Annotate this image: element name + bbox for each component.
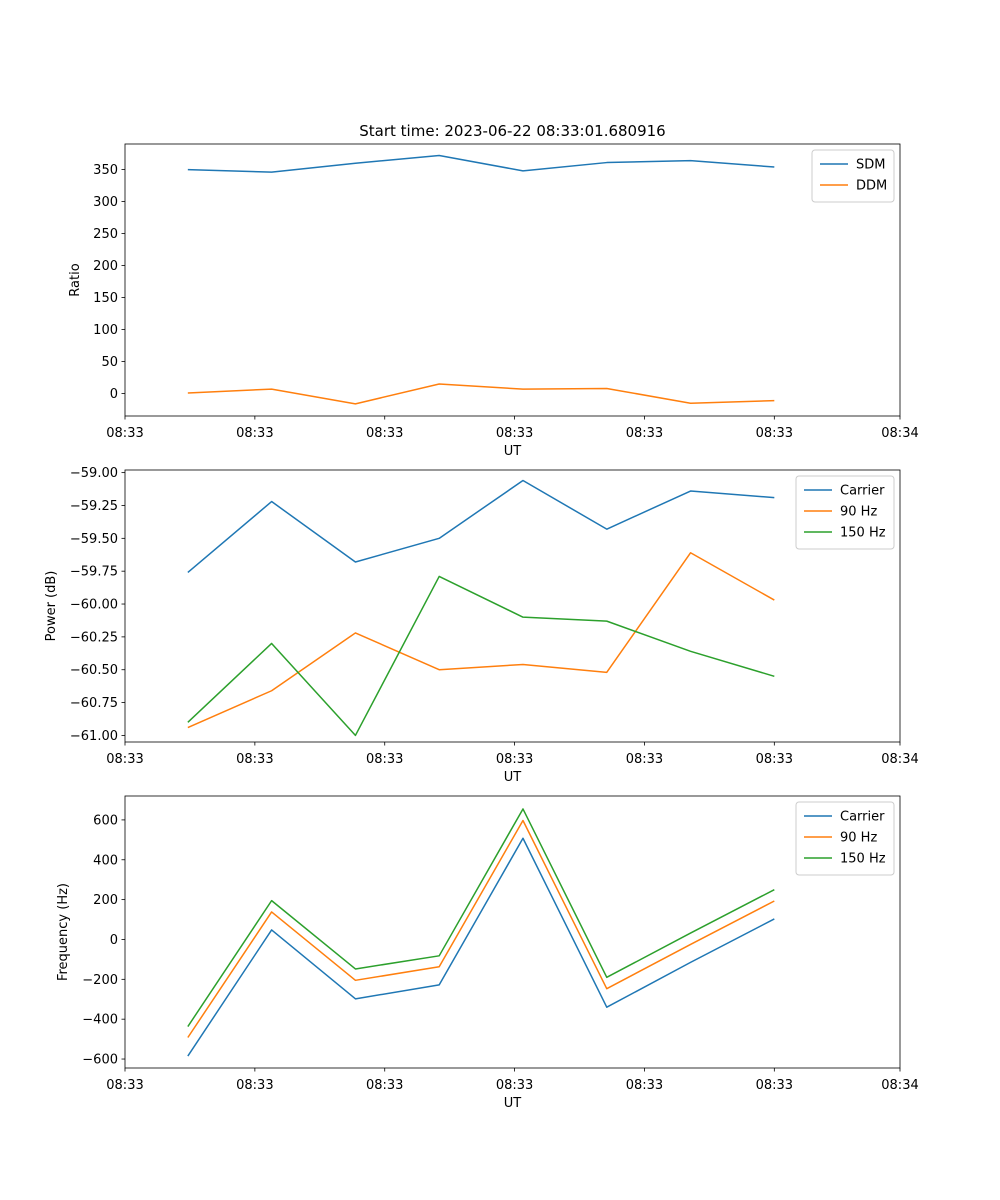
subplot-1: 08:33 08:33 08:33 08:33 08:33 08:33 08:34 0 50 10… <box>68 143 919 459</box>
y-tick-label: 200 <box>93 893 118 908</box>
legend-box <box>795 475 895 550</box>
y-tick-label: 200 <box>93 259 118 274</box>
y-tick-label: 150 <box>93 291 118 306</box>
x-tick-label: 08:33 <box>106 1078 143 1093</box>
series-line-3-3 <box>187 808 775 1027</box>
legend-label: 90 Hz <box>840 831 877 846</box>
x-tick-label: 08:33 <box>236 1078 273 1093</box>
series-line-3-1 <box>187 837 775 1057</box>
x-tick-label: 08:34 <box>881 752 918 767</box>
x-tick-label: 08:33 <box>626 752 663 767</box>
y-tick-label: −59.50 <box>70 532 118 547</box>
legend-label: SDM <box>856 158 885 173</box>
y-tick-label: −61.00 <box>70 729 118 744</box>
y-tick-label: −400 <box>82 1013 118 1028</box>
axes-frame-1 <box>124 143 901 417</box>
y-tick-label: 100 <box>93 323 118 338</box>
x-tick-label: 08:34 <box>881 426 918 441</box>
x-tick-label: 08:33 <box>366 1078 403 1093</box>
y-tick-label: −59.75 <box>70 565 118 580</box>
series-line-2-3 <box>187 575 775 737</box>
x-tick-label: 08:33 <box>366 752 403 767</box>
y-axis-label: Ratio <box>68 263 83 296</box>
y-tick-label: −60.75 <box>70 696 118 711</box>
legend-2: Carrier 90 Hz 150 Hz <box>795 475 895 550</box>
x-tick-label: 08:33 <box>236 426 273 441</box>
legend-label: Carrier <box>840 484 885 499</box>
series-line-1-1 <box>187 154 775 173</box>
x-tick-label: 08:33 <box>106 752 143 767</box>
x-axis-label: UT <box>504 770 522 785</box>
x-tick-label: 08:33 <box>496 1078 533 1093</box>
y-tick-label: −60.25 <box>70 630 118 645</box>
subplot-3: 08:33 08:33 08:33 08:33 08:33 08:33 08:34 −600 −… <box>56 795 919 1111</box>
axes-frame-3 <box>124 795 901 1069</box>
x-tick-label: 08:33 <box>236 752 273 767</box>
legend-label: Carrier <box>840 810 885 825</box>
y-axis-label: Frequency (Hz) <box>56 883 71 981</box>
y-tick-label: −59.00 <box>70 466 118 481</box>
y-tick-label: 600 <box>93 813 118 828</box>
legend-1: SDM DDM <box>811 149 895 203</box>
x-axis-label: UT <box>504 444 522 459</box>
x-tick-label: 08:33 <box>756 752 793 767</box>
x-tick-label: 08:33 <box>366 426 403 441</box>
x-tick-label: 08:33 <box>756 1078 793 1093</box>
x-axis-label: UT <box>504 1096 522 1111</box>
legend-label: 150 Hz <box>840 526 886 541</box>
y-tick-label: −600 <box>82 1053 118 1068</box>
axes-frame-2 <box>124 469 901 743</box>
y-tick-label: 300 <box>93 195 118 210</box>
y-tick-label: −60.00 <box>70 598 118 613</box>
x-tick-label: 08:33 <box>106 426 143 441</box>
x-tick-label: 08:33 <box>626 426 663 441</box>
legend-box <box>795 801 895 876</box>
x-tick-label: 08:33 <box>756 426 793 441</box>
x-tick-label: 08:33 <box>496 426 533 441</box>
y-tick-label: 250 <box>93 227 118 242</box>
y-tick-label: −60.50 <box>70 663 118 678</box>
y-tick-label: −200 <box>82 973 118 988</box>
y-tick-label: −59.25 <box>70 499 118 514</box>
y-axis-label: Power (dB) <box>44 571 59 642</box>
legend-3: Carrier 90 Hz 150 Hz <box>795 801 895 876</box>
y-tick-label: 50 <box>101 355 118 370</box>
subplot-2: 08:33 08:33 08:33 08:33 08:33 08:33 08:34 −61.0… <box>44 466 919 785</box>
x-tick-label: 08:33 <box>496 752 533 767</box>
y-tick-label: 400 <box>93 853 118 868</box>
series-line-3-2 <box>187 819 775 1038</box>
legend-label: 90 Hz <box>840 505 877 520</box>
x-tick-label: 08:33 <box>626 1078 663 1093</box>
x-tick-label: 08:34 <box>881 1078 918 1093</box>
figure-title: Start time: 2023-06-22 08:33:01.680916 <box>359 122 665 140</box>
y-tick-label: 350 <box>93 163 118 178</box>
legend-label: 150 Hz <box>840 852 886 867</box>
series-line-2-1 <box>187 479 775 574</box>
legend-box <box>811 149 895 203</box>
series-line-1-2 <box>187 383 775 405</box>
y-tick-label: 0 <box>110 387 118 402</box>
series-line-2-2 <box>187 552 775 729</box>
legend-label: DDM <box>856 179 887 194</box>
y-tick-label: 0 <box>110 933 118 948</box>
